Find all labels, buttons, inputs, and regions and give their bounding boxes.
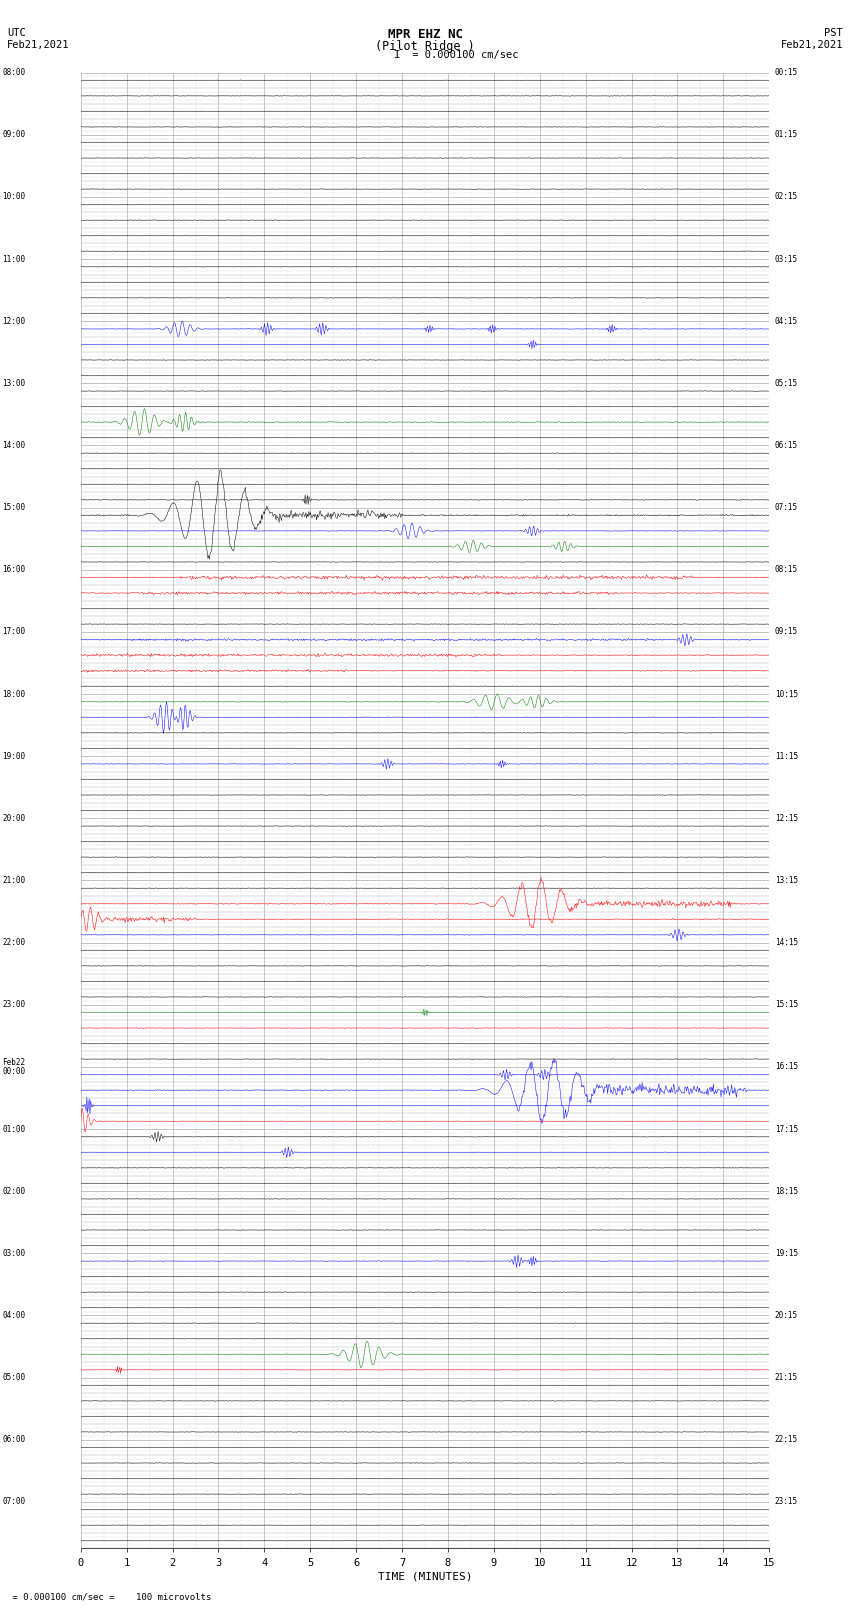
Text: MPR EHZ NC: MPR EHZ NC [388,29,462,42]
Text: 04:00: 04:00 [3,1311,26,1319]
Text: 22:15: 22:15 [774,1436,798,1444]
Text: 13:15: 13:15 [774,876,798,886]
Text: 06:00: 06:00 [3,1436,26,1444]
Text: 15:15: 15:15 [774,1000,798,1010]
Text: 02:00: 02:00 [3,1187,26,1195]
X-axis label: TIME (MINUTES): TIME (MINUTES) [377,1571,473,1582]
Text: 14:00: 14:00 [3,440,26,450]
Text: 11:15: 11:15 [774,752,798,761]
Text: 20:15: 20:15 [774,1311,798,1319]
Text: 23:15: 23:15 [774,1497,798,1507]
Text: 16:00: 16:00 [3,565,26,574]
Text: 12:00: 12:00 [3,316,26,326]
Text: 21:15: 21:15 [774,1373,798,1382]
Text: 01:00: 01:00 [3,1124,26,1134]
Text: PST: PST [824,29,843,39]
Text: 10:00: 10:00 [3,192,26,202]
Text: Feb21,2021: Feb21,2021 [780,39,843,50]
Text: = 0.000100 cm/sec: = 0.000100 cm/sec [406,50,518,60]
Text: 15:00: 15:00 [3,503,26,511]
Text: 05:00: 05:00 [3,1373,26,1382]
Text: 09:00: 09:00 [3,131,26,139]
Text: (Pilot Ridge ): (Pilot Ridge ) [375,39,475,53]
Text: UTC: UTC [7,29,26,39]
Text: 13:00: 13:00 [3,379,26,387]
Text: 08:00: 08:00 [3,68,26,77]
Text: 17:00: 17:00 [3,627,26,637]
Text: 05:15: 05:15 [774,379,798,387]
Text: 18:15: 18:15 [774,1187,798,1195]
Text: 20:00: 20:00 [3,815,26,823]
Text: 01:15: 01:15 [774,131,798,139]
Text: I: I [394,50,401,60]
Text: Feb22
00:00: Feb22 00:00 [3,1058,26,1076]
Text: 03:00: 03:00 [3,1248,26,1258]
Text: 00:15: 00:15 [774,68,798,77]
Text: = 0.000100 cm/sec =    100 microvolts: = 0.000100 cm/sec = 100 microvolts [7,1592,211,1602]
Text: 19:00: 19:00 [3,752,26,761]
Text: 19:15: 19:15 [774,1248,798,1258]
Text: 22:00: 22:00 [3,939,26,947]
Text: 12:15: 12:15 [774,815,798,823]
Text: 17:15: 17:15 [774,1124,798,1134]
Text: 18:00: 18:00 [3,689,26,698]
Text: 07:15: 07:15 [774,503,798,511]
Text: 04:15: 04:15 [774,316,798,326]
Text: Feb21,2021: Feb21,2021 [7,39,70,50]
Text: 08:15: 08:15 [774,565,798,574]
Text: 09:15: 09:15 [774,627,798,637]
Text: 06:15: 06:15 [774,440,798,450]
Text: 07:00: 07:00 [3,1497,26,1507]
Text: 21:00: 21:00 [3,876,26,886]
Text: 16:15: 16:15 [774,1063,798,1071]
Text: 23:00: 23:00 [3,1000,26,1010]
Text: 03:15: 03:15 [774,255,798,263]
Text: 11:00: 11:00 [3,255,26,263]
Text: 14:15: 14:15 [774,939,798,947]
Text: 10:15: 10:15 [774,689,798,698]
Text: 02:15: 02:15 [774,192,798,202]
